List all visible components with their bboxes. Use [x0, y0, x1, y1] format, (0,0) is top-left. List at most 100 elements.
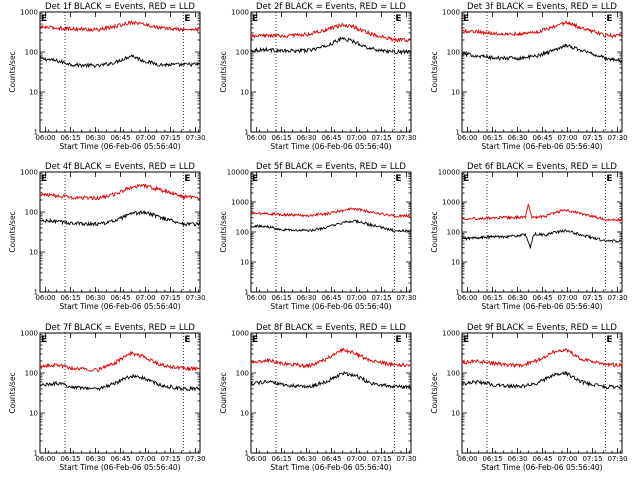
plot-frame	[250, 11, 412, 133]
y-tick-label: 10	[451, 259, 460, 267]
x-tick-label: 06:30	[85, 455, 105, 463]
plot-frame	[461, 332, 623, 454]
x-tick-label: 06:30	[85, 134, 105, 142]
x-tick-label: 06:45	[321, 134, 341, 142]
y-tick-label: 100	[236, 370, 249, 378]
y-tick-label: 1	[456, 289, 460, 297]
x-tick-label: 07:30	[185, 294, 205, 302]
y-tick-label: 10	[451, 89, 460, 97]
x-tick-label: 07:15	[371, 134, 391, 142]
chart-title: Det 7f BLACK = Events, RED = LLD	[45, 323, 195, 333]
y-tick-label: 1	[456, 129, 460, 137]
x-tick-label: 07:15	[582, 455, 602, 463]
plot-frame	[39, 332, 201, 454]
series-line-events	[39, 373, 201, 392]
x-tick-label: 07:30	[607, 134, 627, 142]
event-marker-label: E	[606, 335, 612, 345]
y-axis-label: Counts/sec	[8, 211, 17, 252]
chart-panel-7: Det 7f BLACK = Events, RED = LLD 1 10 100 10…	[8, 323, 206, 472]
event-marker-label: E	[184, 14, 190, 24]
x-tick-label: 06:15	[482, 294, 502, 302]
y-tick-label: 10	[240, 259, 249, 267]
chart-title: Det 9f BLACK = Events, RED = LLD	[467, 323, 617, 333]
chart-title: Det 5f BLACK = Events, RED = LLD	[256, 162, 406, 172]
y-tick-label: 100	[25, 209, 38, 217]
event-marker-label: E	[395, 14, 401, 24]
chart-panel-5: Det 5f BLACK = Events, RED = LLD 1 10 100 10…	[219, 162, 417, 311]
series-line-lld	[39, 350, 201, 373]
x-tick-label: 06:15	[482, 455, 502, 463]
x-tick-label: 07:00	[346, 455, 366, 463]
x-tick-label: 06:30	[507, 294, 527, 302]
event-marker-label: E	[252, 14, 258, 24]
x-tick-label: 07:00	[557, 134, 577, 142]
x-tick-label: 06:30	[296, 294, 316, 302]
x-tick-label: 07:30	[607, 455, 627, 463]
y-tick-label: 1000	[231, 199, 249, 207]
y-axis-label: Counts/sec	[219, 211, 228, 252]
x-tick-label: 06:15	[271, 134, 291, 142]
series-line-events	[39, 210, 201, 227]
x-tick-label: 07:00	[346, 294, 366, 302]
y-tick-label: 1000	[231, 330, 249, 338]
x-tick-label: 07:30	[396, 294, 416, 302]
y-tick-label: 100	[236, 229, 249, 237]
y-tick-label: 100	[447, 229, 460, 237]
y-tick-label: 1	[245, 129, 249, 137]
x-tick-label: 06:00	[246, 134, 266, 142]
y-tick-label: 10000	[227, 169, 249, 177]
x-axis-label: Start Time (06-Feb-06 05:56:40)	[481, 463, 602, 472]
series-line-lld	[461, 19, 623, 39]
x-tick-label: 06:00	[457, 294, 477, 302]
event-marker-label: E	[606, 14, 612, 24]
x-axis-label: Start Time (06-Feb-06 05:56:40)	[270, 142, 391, 151]
y-tick-label: 1000	[442, 330, 460, 338]
x-tick-label: 06:30	[296, 134, 316, 142]
y-tick-label: 1	[245, 450, 249, 458]
series-line-lld	[250, 347, 412, 369]
plot-frame	[461, 11, 623, 133]
chart-panel-2: Det 2f BLACK = Events, RED = LLD 1 10 100 10…	[219, 2, 417, 151]
x-tick-label: 07:00	[557, 455, 577, 463]
plot-frame	[39, 11, 201, 133]
x-tick-label: 07:15	[371, 294, 391, 302]
x-tick-label: 06:30	[296, 455, 316, 463]
x-axis-label: Start Time (06-Feb-06 05:56:40)	[270, 302, 391, 311]
x-tick-label: 07:00	[135, 455, 155, 463]
plot-frame	[39, 171, 201, 293]
x-tick-label: 06:00	[35, 134, 55, 142]
x-tick-label: 06:45	[532, 294, 552, 302]
y-tick-label: 1	[34, 450, 38, 458]
y-tick-label: 100	[447, 370, 460, 378]
y-tick-label: 100	[25, 370, 38, 378]
y-tick-label: 1000	[442, 199, 460, 207]
chart-title: Det 8f BLACK = Events, RED = LLD	[256, 323, 406, 333]
chart-panel-3: Det 3f BLACK = Events, RED = LLD 1 10 100 10…	[430, 2, 628, 151]
x-tick-label: 06:45	[321, 294, 341, 302]
series-line-events	[250, 219, 412, 233]
series-line-lld	[39, 183, 201, 201]
y-tick-label: 100	[447, 49, 460, 57]
y-tick-label: 100	[25, 49, 38, 57]
event-marker-label: E	[41, 14, 47, 24]
y-tick-label: 1000	[20, 330, 38, 338]
x-tick-label: 06:45	[110, 455, 130, 463]
series-line-events	[461, 371, 623, 390]
x-tick-label: 07:00	[346, 134, 366, 142]
x-tick-label: 07:30	[396, 134, 416, 142]
y-tick-label: 10	[29, 410, 38, 418]
series-line-events	[250, 36, 412, 56]
x-axis-label: Start Time (06-Feb-06 05:56:40)	[59, 142, 180, 151]
chart-title: Det 1f BLACK = Events, RED = LLD	[45, 2, 195, 12]
event-marker-label: E	[463, 335, 469, 345]
chart-title: Det 3f BLACK = Events, RED = LLD	[467, 2, 617, 12]
event-marker-label: E	[606, 174, 612, 184]
event-marker-label: E	[395, 335, 401, 345]
series-line-lld	[39, 20, 201, 33]
series-line-events	[250, 370, 412, 390]
x-tick-label: 06:00	[246, 455, 266, 463]
event-marker-label: E	[184, 174, 190, 184]
y-tick-label: 1000	[20, 9, 38, 17]
x-tick-label: 06:15	[60, 455, 80, 463]
x-tick-label: 06:30	[85, 294, 105, 302]
